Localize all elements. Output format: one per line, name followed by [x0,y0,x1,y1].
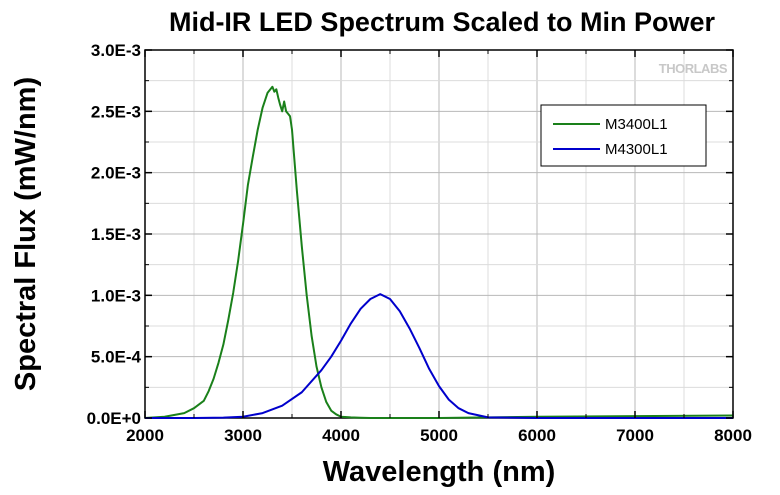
y-axis-title: Spectral Flux (mW/nm) [10,77,42,391]
chart-title: Mid-IR LED Spectrum Scaled to Min Power [169,7,716,37]
x-axis-title: Wavelength (nm) [323,456,556,488]
y-tick-label: 2.0E-3 [91,164,141,183]
y-tick-label: 1.5E-3 [91,225,141,244]
thorlabs-watermark: THORLABS [659,61,728,76]
y-tick-label: 3.0E-3 [91,41,141,60]
series-line-m3400l1 [144,85,734,419]
x-tick-label: 6000 [518,426,556,445]
legend-label-m3400l1: M3400L1 [605,116,668,133]
x-tick-label: 2000 [126,426,164,445]
x-tick-label: 5000 [420,426,458,445]
x-tick-label: 7000 [616,426,654,445]
legend: M3400L1 M4300L1 [540,104,707,167]
x-tick-label: 8000 [714,426,752,445]
x-tick-label: 3000 [224,426,262,445]
y-tick-label: 1.0E-3 [91,286,141,305]
series-layer [144,85,734,419]
ticks-layer: 2000 3000 4000 5000 6000 7000 8000 0.0E+0 5.0E-4… [87,41,752,445]
y-tick-label: 5.0E-4 [91,348,142,367]
y-tick-label: 2.5E-3 [91,102,141,121]
y-tick-label: 0.0E+0 [87,409,141,428]
x-tick-label: 4000 [322,426,360,445]
series-line-m4300l1 [145,293,733,419]
legend-label-m4300l1: M4300L1 [605,141,668,158]
legend-box [540,104,707,167]
